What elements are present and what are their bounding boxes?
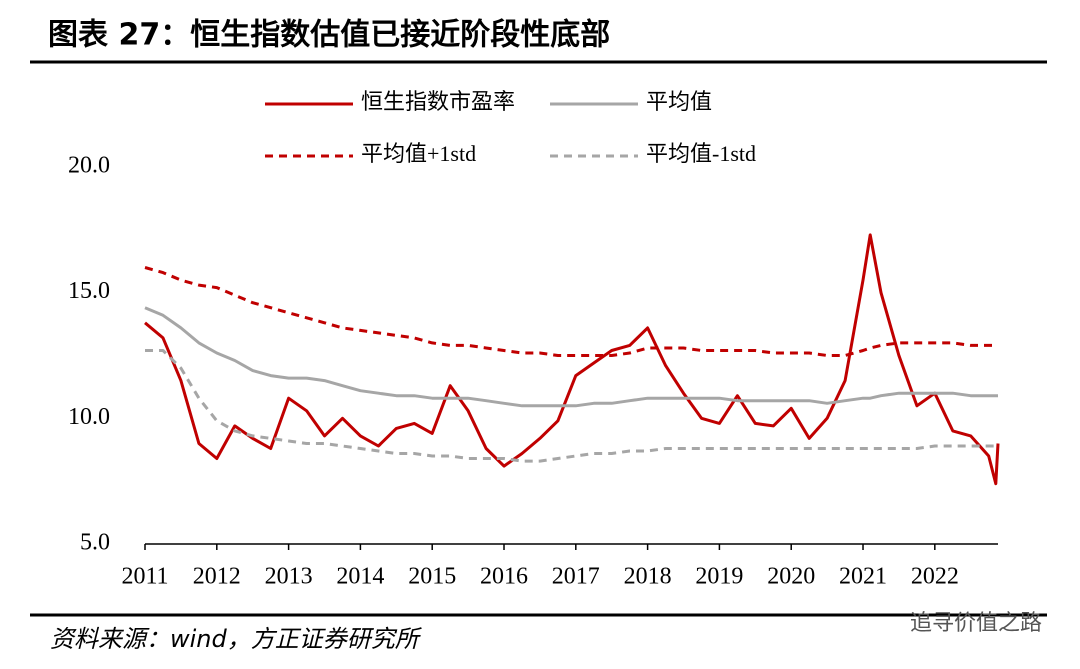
x-tick-label: 2020 bbox=[767, 564, 815, 590]
watermark: 追寻价值之路 bbox=[910, 611, 1042, 636]
x-tick-label: 2022 bbox=[911, 564, 959, 590]
series-line bbox=[144, 266, 998, 357]
x-tick-label: 2013 bbox=[265, 564, 313, 590]
series-line bbox=[145, 349, 1000, 463]
y-tick-label: 10.0 bbox=[68, 404, 110, 430]
legend-label: 恒生指数市盈率 bbox=[361, 89, 515, 114]
x-tick-label: 2014 bbox=[336, 564, 384, 590]
x-tick-label: 2016 bbox=[480, 564, 528, 590]
series-line bbox=[144, 233, 1000, 486]
x-tick-label: 2017 bbox=[552, 564, 600, 590]
legend-label: 平均值+1std bbox=[361, 141, 476, 166]
legend-label: 平均值 bbox=[646, 89, 712, 114]
x-tick-label: 2018 bbox=[624, 564, 672, 590]
x-tick-label: 2015 bbox=[408, 564, 456, 590]
y-tick-label: 20.0 bbox=[68, 153, 110, 179]
y-tick-label: 15.0 bbox=[68, 278, 110, 304]
y-tick-label: 5.0 bbox=[80, 530, 110, 556]
x-tick-label: 2012 bbox=[193, 564, 241, 590]
source: 资料来源：wind，方正证券研究所 bbox=[50, 625, 423, 653]
legend-label: 平均值-1std bbox=[646, 141, 756, 166]
series-line bbox=[144, 306, 998, 408]
x-tick-label: 2021 bbox=[839, 564, 887, 590]
x-tick-label: 2011 bbox=[121, 564, 168, 590]
x-tick-label: 2019 bbox=[695, 564, 743, 590]
chart-title: 图表 27：恒生指数估值已接近阶段性底部 bbox=[48, 18, 610, 53]
